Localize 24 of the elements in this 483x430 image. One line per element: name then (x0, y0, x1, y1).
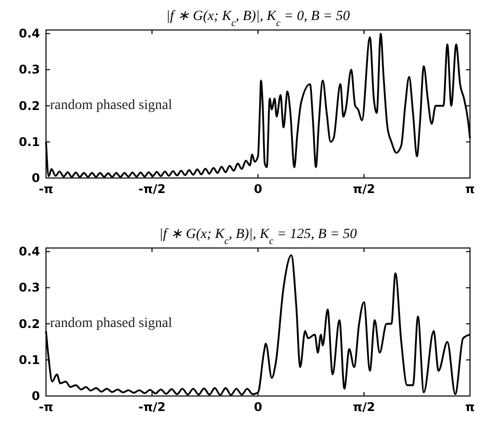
y-tick-label: 0.1 (18, 134, 40, 149)
x-tick-label: -π (38, 182, 54, 196)
chart-title: |f ∗ G(x; K$_{c}$, B)|, K$_{c}$ = 0, B = 50 (166, 9, 350, 28)
x-tick-label: π (465, 182, 475, 196)
x-tick-label: 0 (254, 182, 262, 196)
x-tick-label: π/2 (352, 182, 376, 196)
y-tick-label: 0.4 (18, 26, 40, 41)
chart-title: |f ∗ G(x; K$_{c}$, B)|, K$_{c}$ = 125, B = 50 (159, 227, 357, 246)
y-tick-label: 0 (32, 389, 40, 403)
x-tick-label: 0 (254, 400, 262, 414)
y-tick-label: 0.3 (18, 280, 40, 295)
annotation: random phased signal (50, 98, 172, 113)
x-tick-label: π (465, 400, 475, 414)
x-tick-label: π/2 (352, 400, 376, 414)
x-tick-label: -π (38, 400, 54, 414)
x-tick-label: -π/2 (138, 182, 166, 196)
y-tick-label: 0 (32, 171, 40, 185)
x-tick-label: -π/2 (138, 400, 166, 414)
y-tick-label: 0.1 (18, 352, 40, 367)
y-tick-label: 0.3 (18, 62, 40, 77)
y-tick-label: 0.2 (18, 316, 40, 331)
annotation: random phased signal (50, 316, 172, 331)
y-tick-label: 0.2 (18, 98, 40, 113)
y-tick-label: 0.4 (18, 244, 40, 259)
